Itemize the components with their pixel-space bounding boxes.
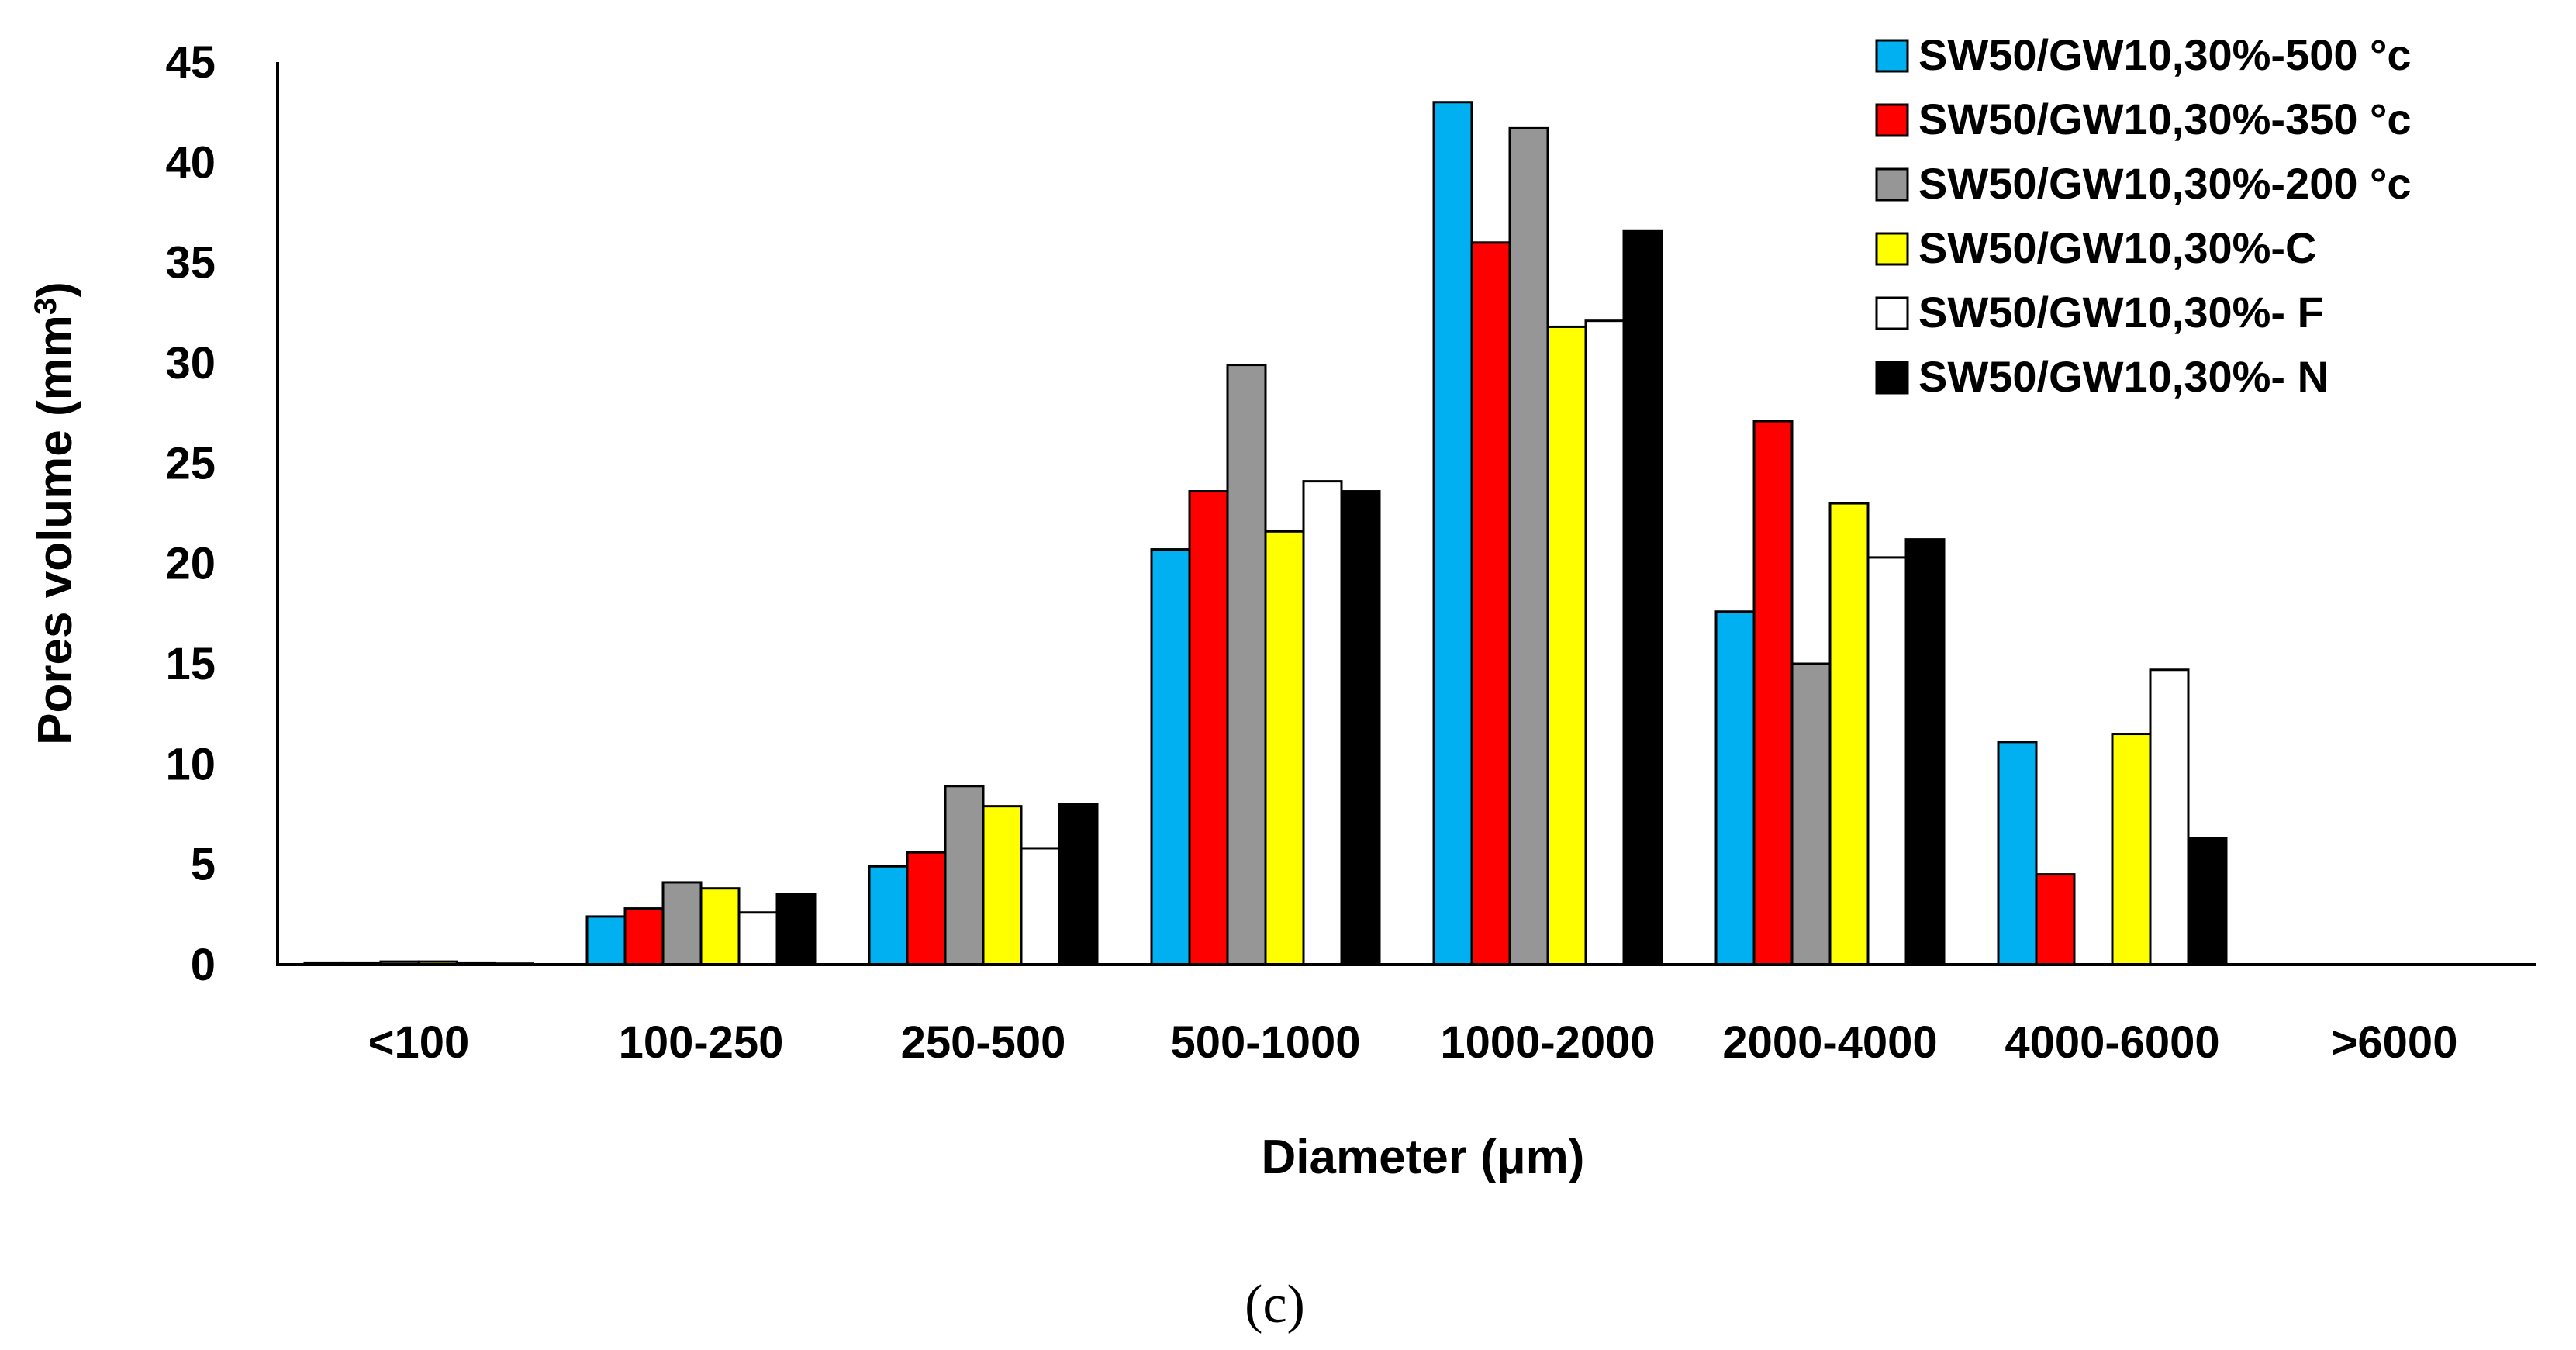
x-tick-label: 100-250 <box>619 1017 784 1068</box>
legend-swatch <box>1875 39 1909 73</box>
bar <box>1828 502 1870 966</box>
y-tick-label: 10 <box>165 739 216 789</box>
x-tick-label: 250-500 <box>901 1017 1066 1068</box>
bar <box>868 865 909 966</box>
y-tick-labels: 0 5 10 15 20 25 30 35 40 45 <box>165 37 216 990</box>
x-axis-title: Diameter (μm) <box>1262 1131 1585 1184</box>
y-axis-title-superscript: 3 <box>29 298 63 315</box>
bar <box>585 915 627 966</box>
y-tick-label: 25 <box>165 438 216 489</box>
bar <box>1622 229 1663 966</box>
bar <box>1264 530 1305 966</box>
y-tick-label: 30 <box>165 338 216 388</box>
y-axis-title: Pores volume (mm3) <box>29 281 82 745</box>
bar <box>1997 741 2038 966</box>
legend-label: SW50/GW10,30%-350 °c <box>1918 95 2412 143</box>
bar <box>699 887 741 966</box>
y-tick-label: 40 <box>165 137 216 188</box>
legend-label: SW50/GW10,30%- F <box>1918 288 2324 337</box>
bar <box>1302 480 1343 966</box>
y-tick-label: 15 <box>165 639 216 689</box>
x-tick-label: >6000 <box>2332 1017 2458 1068</box>
bar <box>1866 556 1908 966</box>
bar <box>1432 101 1473 966</box>
bar <box>1020 847 1061 966</box>
y-axis-title-main: Pores volume (mm <box>29 315 82 745</box>
x-tick-label: <100 <box>368 1017 470 1068</box>
y-tick-label: 0 <box>191 940 216 990</box>
bar <box>2111 733 2152 966</box>
bar <box>1150 548 1191 966</box>
legend-swatch <box>1875 167 1909 202</box>
bar <box>1226 364 1267 966</box>
legend-swatch <box>1875 361 1909 395</box>
x-tick-label: 2000-4000 <box>1722 1017 1937 1068</box>
legend-label: SW50/GW10,30%-C <box>1918 223 2317 272</box>
x-tick-label: 500-1000 <box>1170 1017 1360 1068</box>
bar <box>906 851 947 966</box>
bar <box>1340 490 1381 966</box>
bar <box>1584 319 1625 966</box>
bar <box>1508 126 1549 966</box>
legend-swatch <box>1875 296 1909 330</box>
axes-layer <box>276 62 2536 966</box>
figure-caption: (c) <box>1245 1275 1305 1334</box>
bar <box>2035 873 2076 966</box>
legend-swatch <box>1875 103 1909 137</box>
bar <box>623 907 665 966</box>
bar <box>1188 490 1229 966</box>
bar <box>944 785 985 966</box>
bar <box>2187 837 2228 966</box>
bar <box>1904 538 1946 966</box>
bar <box>1546 325 1587 966</box>
y-tick-label: 5 <box>191 840 216 890</box>
legend-label: SW50/GW10,30%-200 °c <box>1918 159 2412 208</box>
y-tick-label: 35 <box>165 238 216 288</box>
bar <box>661 881 703 966</box>
y-tick-label: 45 <box>165 37 216 88</box>
x-tick-label: 4000-6000 <box>2005 1017 2219 1068</box>
bar <box>1752 420 1794 966</box>
x-tick-labels: <100 100-250 250-500 500-1000 1000-2000 2000-… <box>368 1017 2458 1068</box>
legend: SW50/GW10,30%-500 °c SW50/GW10,30%-350 °c… <box>1875 30 2412 401</box>
bar <box>1470 241 1511 966</box>
bar <box>1058 803 1099 966</box>
bar <box>775 893 817 966</box>
bar <box>1714 610 1756 966</box>
y-axis-title-close: ) <box>29 281 82 298</box>
y-tick-label: 20 <box>165 539 216 589</box>
bar <box>2149 668 2190 966</box>
legend-swatch <box>1875 232 1909 266</box>
x-tick-label: 1000-2000 <box>1440 1017 1655 1068</box>
bars-layer <box>303 101 2228 966</box>
bar <box>737 911 779 966</box>
bar <box>982 805 1023 966</box>
bar <box>1790 662 1832 966</box>
legend-label: SW50/GW10,30%- N <box>1918 352 2329 401</box>
legend-label: SW50/GW10,30%-500 °c <box>1918 30 2412 79</box>
